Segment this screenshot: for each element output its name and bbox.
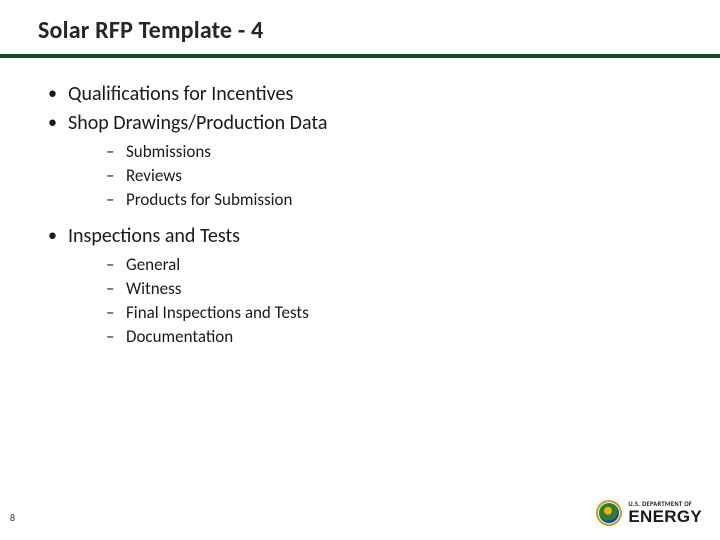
content-area: Qualifications for Incentives Shop Drawi… — [0, 45, 720, 358]
sub-bullet-text: Reviews — [126, 165, 182, 186]
sub-bullet-text: Submissions — [126, 141, 211, 162]
list-item: Inspections and Tests General Witness Fi… — [44, 223, 720, 358]
sub-bullet-list: General Witness Final Inspections and Te… — [68, 250, 720, 358]
doe-seal-icon — [596, 500, 622, 526]
list-item: General — [104, 254, 720, 277]
bullet-list: Qualifications for Incentives Shop Drawi… — [44, 81, 720, 358]
list-item: Products for Submission — [104, 189, 720, 212]
list-item: Shop Drawings/Production Data Submission… — [44, 110, 720, 221]
list-item: Qualifications for Incentives — [44, 81, 720, 108]
sub-bullet-list: Submissions Reviews Products for Submiss… — [68, 137, 720, 221]
list-item: Documentation — [104, 326, 720, 349]
slide: Solar RFP Template - 4 Qualifications fo… — [0, 0, 720, 540]
sub-bullet-text: Witness — [126, 278, 181, 299]
list-item: Submissions — [104, 141, 720, 164]
doe-name-label: ENERGY — [628, 508, 702, 525]
list-item: Reviews — [104, 165, 720, 188]
sub-bullet-text: General — [126, 254, 180, 275]
list-item: Witness — [104, 278, 720, 301]
bullet-text: Shop Drawings/Production Data — [68, 111, 327, 135]
bullet-text: Qualifications for Incentives — [68, 82, 293, 106]
sub-bullet-text: Documentation — [126, 326, 233, 347]
sub-bullet-text: Final Inspections and Tests — [126, 302, 309, 323]
doe-logo-text: U.S. DEPARTMENT OF ENERGY — [628, 501, 702, 526]
slide-title: Solar RFP Template - 4 — [38, 16, 720, 45]
bullet-text: Inspections and Tests — [68, 224, 240, 248]
list-item: Final Inspections and Tests — [104, 302, 720, 325]
sub-bullet-text: Products for Submission — [126, 189, 292, 210]
doe-logo: U.S. DEPARTMENT OF ENERGY — [596, 500, 702, 526]
title-area: Solar RFP Template - 4 — [0, 0, 720, 45]
page-number: 8 — [10, 511, 15, 524]
title-rule — [0, 54, 720, 58]
